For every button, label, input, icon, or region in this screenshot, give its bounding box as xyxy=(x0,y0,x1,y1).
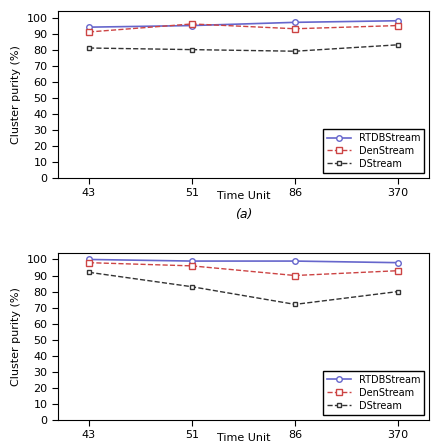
Text: Time Unit: Time Unit xyxy=(217,191,270,201)
Y-axis label: Cluster purity (%): Cluster purity (%) xyxy=(11,287,21,386)
Legend: RTDBStream, DenStream, DStream: RTDBStream, DenStream, DStream xyxy=(323,130,424,173)
Text: Time Unit: Time Unit xyxy=(217,433,270,442)
Legend: RTDBStream, DenStream, DStream: RTDBStream, DenStream, DStream xyxy=(323,371,424,415)
Y-axis label: Cluster purity (%): Cluster purity (%) xyxy=(11,45,21,144)
Text: (a): (a) xyxy=(235,208,252,221)
